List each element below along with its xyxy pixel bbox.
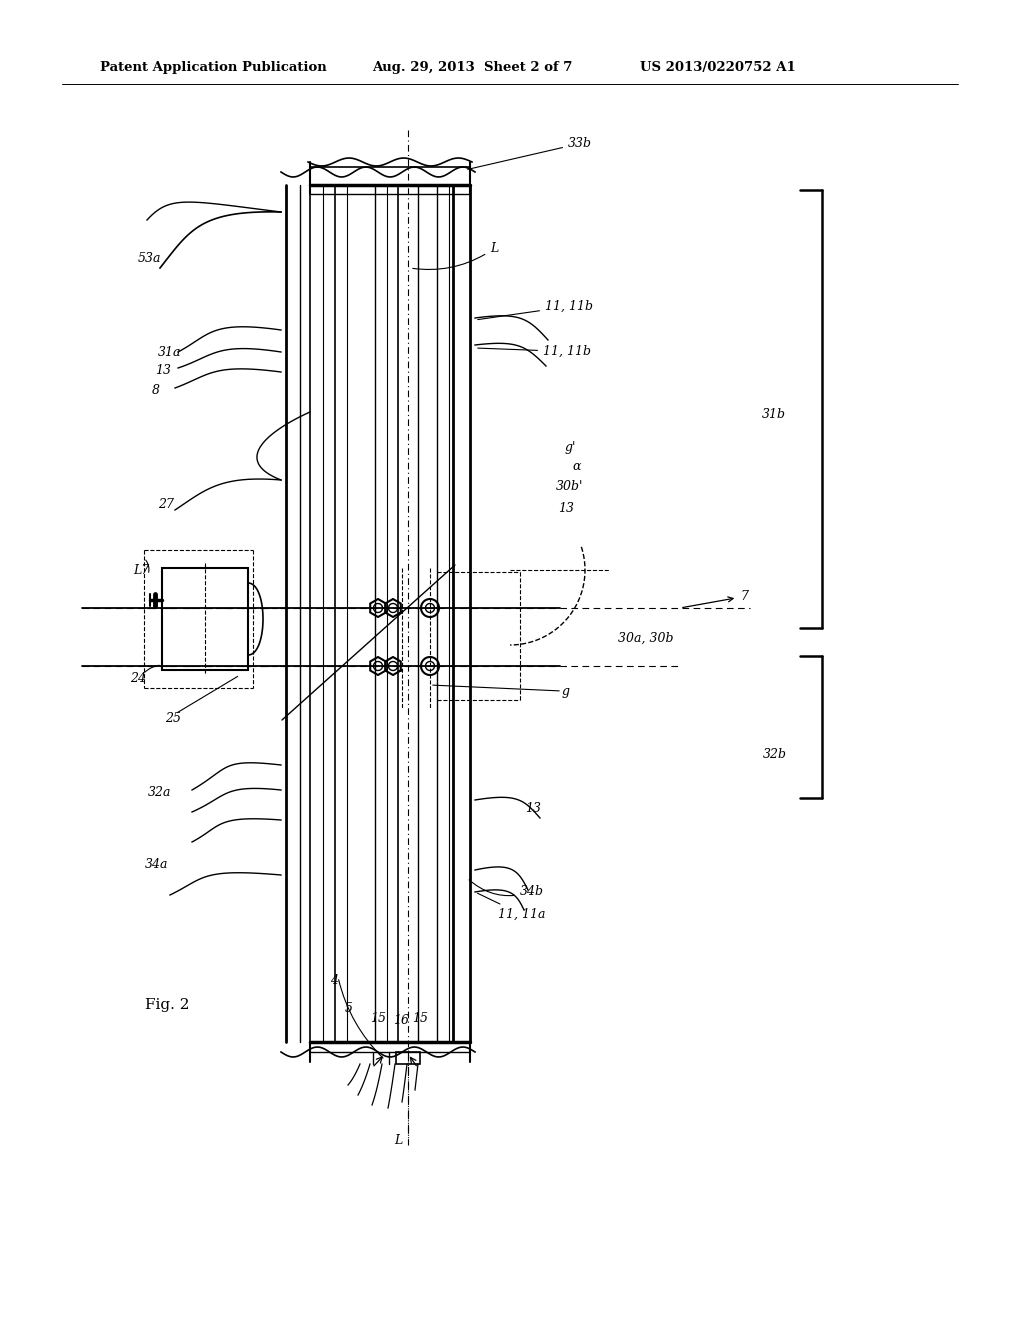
Text: g': g' — [565, 441, 577, 454]
Text: 11, 11b: 11, 11b — [478, 345, 591, 358]
Text: L: L — [413, 242, 499, 269]
Text: 16: 16 — [393, 1015, 409, 1027]
Text: 11, 11b: 11, 11b — [478, 300, 593, 319]
Text: 11, 11a: 11, 11a — [477, 894, 546, 921]
Text: 7: 7 — [683, 590, 748, 607]
Text: 8: 8 — [152, 384, 160, 396]
Text: 27: 27 — [158, 499, 174, 511]
Text: 15: 15 — [370, 1011, 386, 1024]
Bar — [396, 1052, 420, 1064]
Text: α: α — [572, 459, 581, 473]
Text: 13: 13 — [155, 363, 171, 376]
Text: 25: 25 — [165, 711, 181, 725]
Text: 15: 15 — [412, 1011, 428, 1024]
Text: L7: L7 — [133, 564, 150, 577]
Text: 32a: 32a — [148, 785, 171, 799]
Text: 13: 13 — [558, 502, 574, 515]
Text: 34a: 34a — [145, 858, 169, 871]
Text: 31b: 31b — [762, 408, 786, 421]
Text: 13: 13 — [525, 801, 541, 814]
Text: 32b: 32b — [763, 748, 787, 762]
Text: Aug. 29, 2013  Sheet 2 of 7: Aug. 29, 2013 Sheet 2 of 7 — [372, 62, 572, 74]
Text: US 2013/0220752 A1: US 2013/0220752 A1 — [640, 62, 796, 74]
Text: 30b': 30b' — [556, 479, 584, 492]
Text: Patent Application Publication: Patent Application Publication — [100, 62, 327, 74]
Text: 24: 24 — [130, 672, 146, 685]
Text: 30a, 30b: 30a, 30b — [618, 631, 674, 644]
Text: L: L — [394, 1134, 402, 1147]
Text: 34b: 34b — [469, 880, 544, 898]
Text: g: g — [562, 685, 570, 698]
Text: 5: 5 — [345, 1002, 353, 1015]
Text: 53a: 53a — [138, 252, 162, 264]
Bar — [162, 568, 248, 671]
Text: 33b: 33b — [468, 137, 592, 169]
Text: Fig. 2: Fig. 2 — [145, 998, 189, 1012]
Text: 31a: 31a — [158, 346, 181, 359]
Text: 4: 4 — [330, 974, 338, 986]
